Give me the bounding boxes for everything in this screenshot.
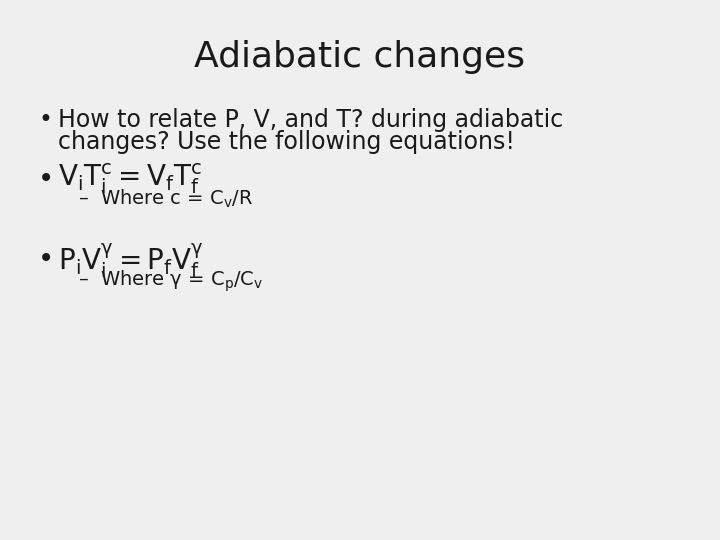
Text: changes? Use the following equations!: changes? Use the following equations! [58,130,515,154]
Text: •: • [38,245,54,273]
Text: •: • [38,108,52,132]
Text: $\mathregular{V_iT_i^c = V_fT_f^c}$: $\mathregular{V_iT_i^c = V_fT_f^c}$ [58,162,202,197]
Text: –  Where γ = $\mathregular{C_p}$/$\mathregular{C_v}$: – Where γ = $\mathregular{C_p}$/$\mathre… [78,268,264,294]
Text: Adiabatic changes: Adiabatic changes [194,40,526,74]
Text: How to relate P, V, and T? during adiabatic: How to relate P, V, and T? during adiaba… [58,108,563,132]
Text: –  Where c = $\mathregular{C_v}$/R: – Where c = $\mathregular{C_v}$/R [78,188,253,210]
Text: •: • [38,165,54,193]
Text: $\mathregular{P_iV_i^{\gamma} = P_fV_f^{\gamma}}$: $\mathregular{P_iV_i^{\gamma} = P_fV_f^{… [58,242,204,280]
